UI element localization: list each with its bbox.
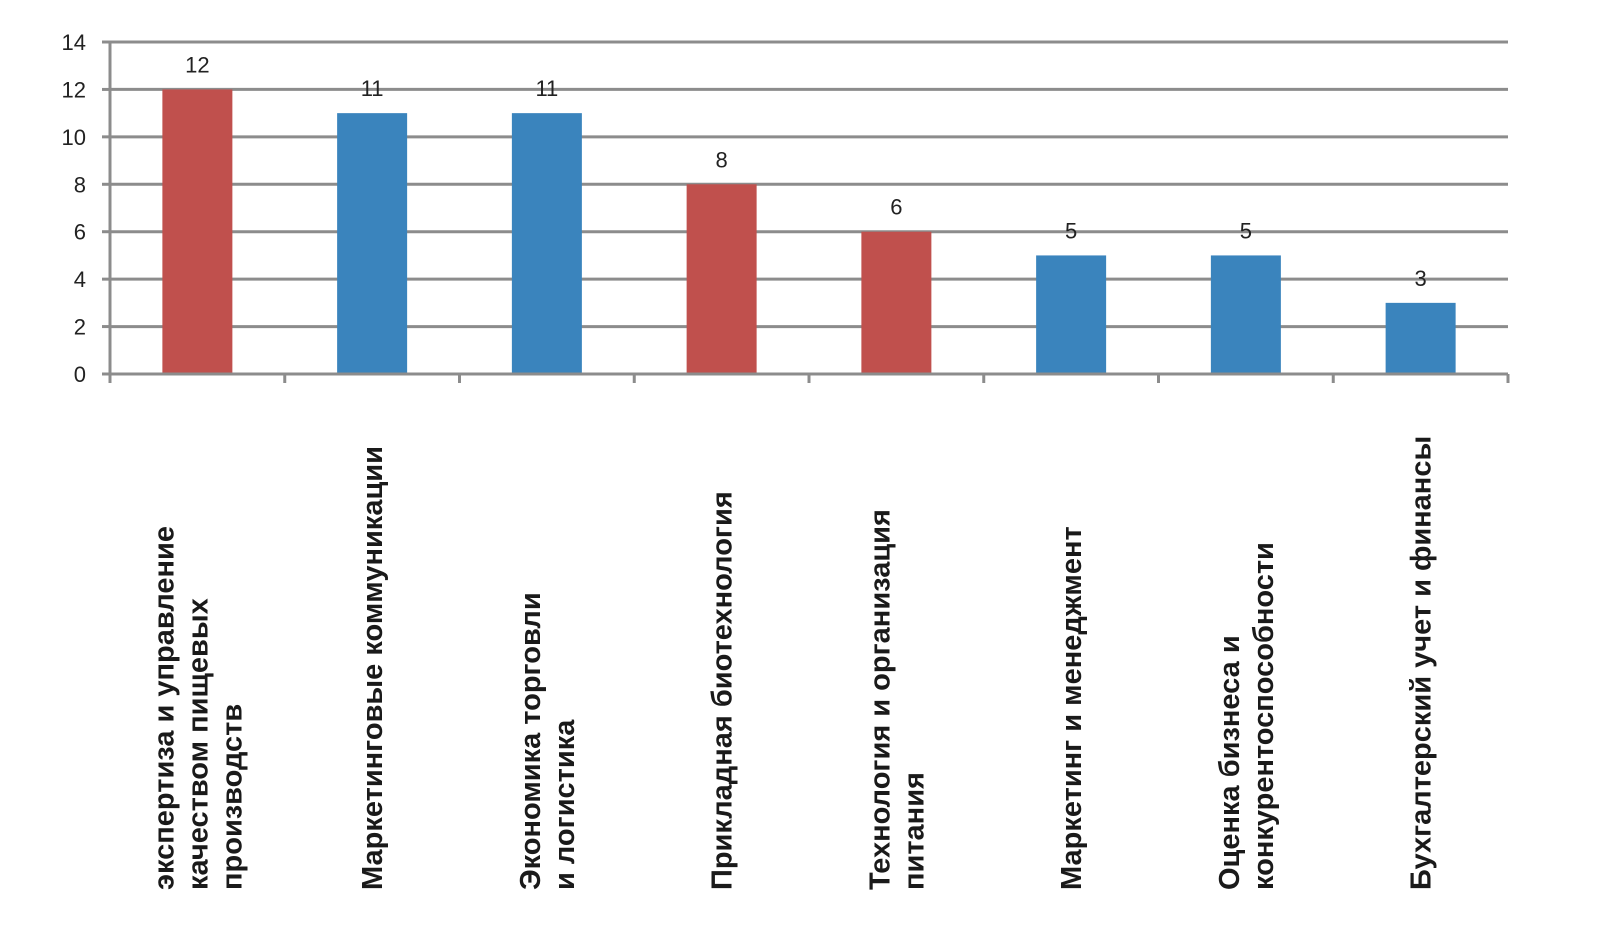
y-tick-label: 4 xyxy=(74,267,86,292)
category-label-line: производств xyxy=(216,704,248,890)
data-label: 11 xyxy=(361,76,384,101)
category-label-line: качеством пищевых xyxy=(182,598,214,890)
category-label-line: Технология и организация xyxy=(864,509,896,890)
grid xyxy=(110,40,1508,376)
category-label-line: Бухгалтерский учет и финансы xyxy=(1406,436,1438,890)
category-label-line: Прикладная биотехнология xyxy=(707,491,739,890)
y-tick-label: 10 xyxy=(62,125,86,150)
data-label: 12 xyxy=(185,52,209,77)
category-label: Технология и организация питания xyxy=(864,509,930,890)
category-label-line: Оценка бизнеса и xyxy=(1214,635,1246,890)
category-label: экспертиза и управление качеством пищевых… xyxy=(148,526,248,890)
y-tick-label: 14 xyxy=(62,30,86,55)
category-label-line: Экономика торговли xyxy=(515,592,547,890)
category-label-line: экспертиза и управление xyxy=(148,526,180,890)
bar xyxy=(511,113,582,375)
bar xyxy=(686,184,757,374)
category-label-line: питания xyxy=(898,772,930,890)
labels: 12 экспертиза и управление качеством пищев… xyxy=(148,52,1437,890)
category-label-line: Маркетинг и менеджмент xyxy=(1056,526,1088,890)
bar xyxy=(861,231,932,374)
category-label-line: и логистика xyxy=(549,719,581,890)
data-label: 5 xyxy=(1065,218,1077,243)
bar xyxy=(1385,302,1456,374)
category-label: Бухгалтерский учет и финансы xyxy=(1406,436,1438,890)
category-label-line: конкурентоспособности xyxy=(1248,542,1280,890)
category-label: Оценка бизнеса и конкурентоспособности xyxy=(1214,542,1280,890)
y-tick-label: 12 xyxy=(62,77,86,102)
y-tick-label: 2 xyxy=(74,315,86,340)
bar xyxy=(1210,255,1281,374)
category-label: Экономика торговли и логистика xyxy=(515,592,581,890)
data-label: 11 xyxy=(535,76,558,101)
data-label: 8 xyxy=(716,147,728,172)
category-label-line: Маркетинговые коммуникации xyxy=(357,446,389,890)
bar xyxy=(162,89,233,374)
y-tick-label: 8 xyxy=(74,172,86,197)
y-tick-label: 0 xyxy=(74,362,86,387)
bar xyxy=(337,113,408,375)
bar xyxy=(1036,255,1107,374)
category-label: Маркетинговые коммуникации xyxy=(357,446,389,890)
axes: 0 2 4 6 8 10 12 14 xyxy=(62,30,1510,387)
data-label: 6 xyxy=(890,195,902,220)
bars xyxy=(162,89,1456,375)
data-label: 3 xyxy=(1415,266,1427,291)
y-tick-label: 6 xyxy=(74,220,86,245)
category-label: Прикладная биотехнология xyxy=(707,491,739,890)
data-label: 5 xyxy=(1240,218,1252,243)
category-label: Маркетинг и менеджмент xyxy=(1056,526,1088,890)
